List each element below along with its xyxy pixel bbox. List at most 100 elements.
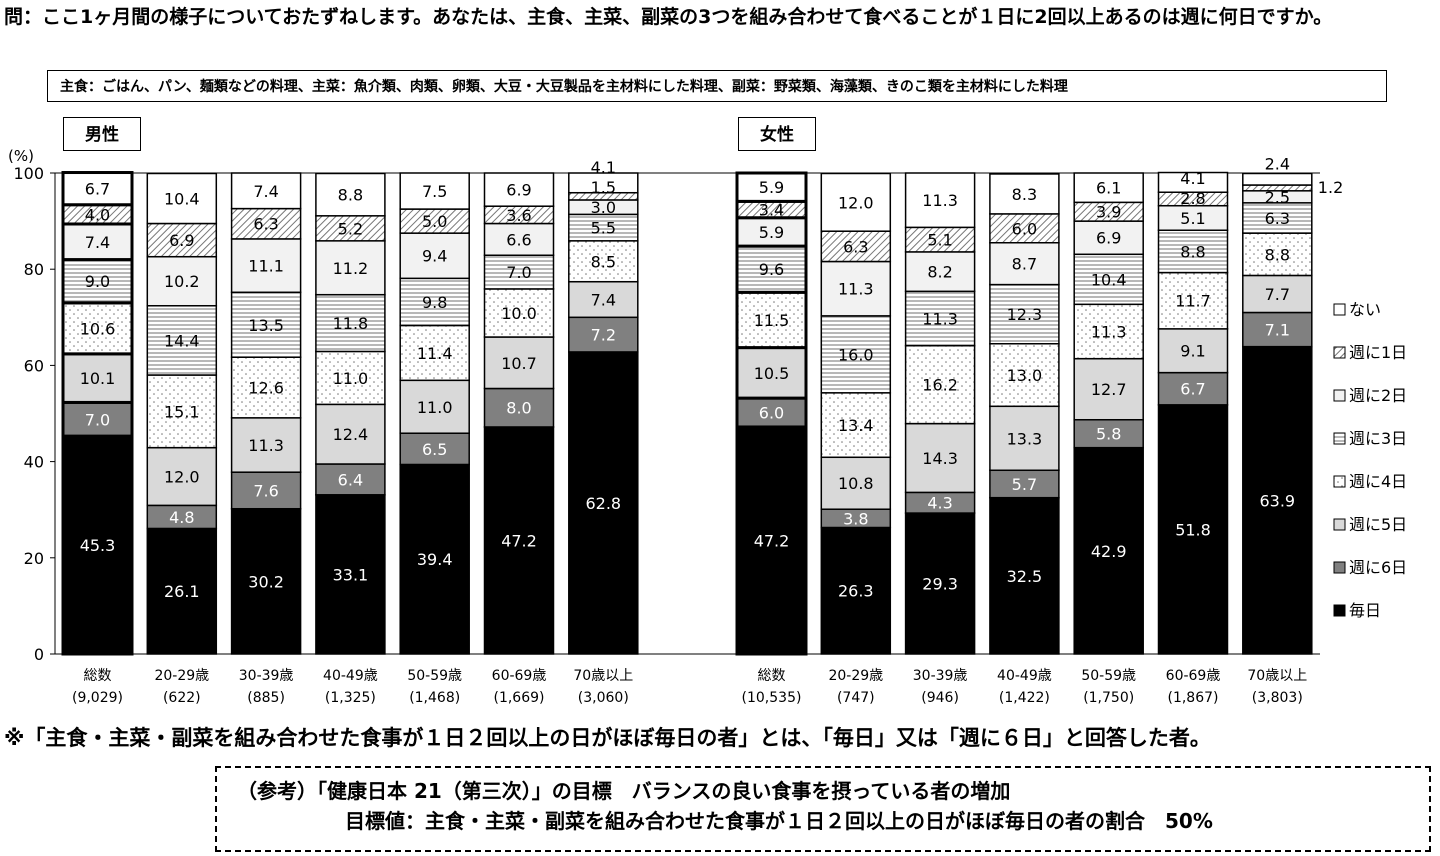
data-label: 8.8 [338, 186, 363, 205]
data-label: 8.7 [1012, 255, 1037, 274]
bar-segment-週に3日 [735, 244, 808, 294]
category-label: 20-29歳 [828, 668, 883, 684]
data-label: 7.4 [253, 182, 278, 201]
data-label: 5.5 [591, 219, 616, 238]
bar-segment-毎日 [1073, 446, 1144, 655]
bar-segment-毎日 [904, 512, 976, 655]
category-n: (10,535) [742, 690, 802, 706]
data-label: 12.3 [1007, 305, 1043, 324]
question-text: 問：ここ1ヶ月間の様子についておたずねします。あなたは、主食、主菜、副菜の3つを… [4, 6, 1333, 28]
data-label: 11.5 [754, 311, 790, 330]
data-label: 7.0 [506, 263, 531, 282]
data-label: 7.4 [591, 291, 616, 310]
legend-label: 週に5日 [1349, 515, 1407, 534]
data-label: 7.2 [591, 326, 616, 345]
data-label: 6.4 [338, 470, 363, 489]
data-label: 10.0 [501, 304, 537, 323]
category-n: (1,468) [409, 690, 460, 706]
data-label: 45.3 [80, 536, 116, 555]
data-label: 13.5 [248, 316, 284, 335]
data-label: 4.1 [1180, 169, 1205, 188]
data-label: 10.5 [754, 364, 790, 383]
data-label: 5.9 [759, 223, 784, 242]
bar-segment-ない [1073, 172, 1144, 204]
bar-segment-ない [399, 172, 470, 210]
data-label: 6.3 [253, 215, 278, 234]
stacked-bar-chart: (%) 0 20 40 60 80 100 45.3 7.0 10.1 10.6 9.0 7.4 4.0 6… [8, 147, 1407, 706]
bar-segment-週に6日 [399, 432, 470, 466]
data-label: 63.9 [1259, 491, 1295, 510]
data-label: 14.4 [164, 331, 200, 350]
data-label: 1.5 [591, 178, 616, 197]
data-label: 7.5 [422, 182, 447, 201]
data-label: 2.8 [1180, 189, 1205, 208]
category-label: 40-49歳 [323, 668, 378, 684]
data-label: 6.1 [1096, 179, 1121, 198]
category-label: 30-39歳 [239, 668, 294, 684]
legend-swatch [1333, 432, 1346, 445]
bar-segment-ない [61, 171, 134, 207]
data-label: 11.2 [333, 259, 369, 278]
data-label: 10.6 [80, 319, 116, 338]
data-label: 4.1 [591, 158, 616, 177]
data-label: 10.8 [838, 474, 874, 493]
bar-segment-週に6日 [1242, 311, 1313, 348]
category-n: (1,669) [493, 690, 544, 706]
data-label: 6.9 [506, 181, 531, 200]
data-label: 5.7 [1012, 475, 1037, 494]
data-label: 6.7 [85, 180, 110, 199]
bar-segment-毎日 [230, 507, 302, 655]
data-label: 3.9 [1096, 203, 1121, 222]
data-label: 13.3 [1007, 429, 1043, 448]
bar-segment-週に6日 [568, 316, 639, 353]
data-label: 29.3 [922, 575, 958, 594]
bar-segment-週に5日 [230, 417, 302, 473]
data-label: 7.0 [85, 410, 110, 429]
data-label: 47.2 [754, 531, 790, 550]
bar-segment-週に3日 [399, 277, 470, 327]
bar-segment-週に4日 [904, 344, 976, 425]
y-axis-unit: (%) [8, 147, 34, 165]
data-label: 13.0 [1007, 366, 1043, 385]
data-label: 12.6 [248, 379, 284, 398]
bar-segment-週に3日 [904, 290, 976, 347]
legend-swatch [1333, 346, 1346, 359]
category-label: 50-59歳 [1081, 668, 1136, 684]
bar-segment-週に3日 [230, 291, 302, 358]
category-n: (622) [163, 690, 201, 706]
data-label: 12.0 [164, 468, 200, 487]
data-label: 2.5 [1265, 188, 1290, 207]
category-label: 30-39歳 [913, 668, 968, 684]
data-label: 62.8 [585, 494, 621, 513]
bar-segment-毎日 [61, 434, 134, 656]
data-label: 12.4 [333, 425, 369, 444]
data-label: 5.8 [1096, 425, 1121, 444]
data-label: 6.0 [759, 404, 784, 423]
data-label: 6.0 [1012, 219, 1037, 238]
data-label: 7.6 [253, 481, 278, 500]
data-label: 42.9 [1091, 542, 1127, 561]
data-label: 11.4 [417, 344, 453, 363]
legend-swatch [1333, 475, 1346, 488]
data-label: 11.3 [922, 191, 958, 210]
bar-segment-週に3日 [568, 213, 639, 242]
bar-segment-週に3日 [1157, 229, 1229, 274]
data-label: 9.1 [1180, 342, 1205, 361]
reference-line-2: 目標値：主食・主菜・副菜を組み合わせた食事が１日２回以上の日がほぼ毎日の者の割合… [345, 809, 1213, 833]
bar-segment-ない [315, 172, 386, 217]
bar-segment-週に3日 [1073, 253, 1144, 306]
legend-label: 週に4日 [1349, 472, 1407, 491]
data-label: 4.3 [927, 494, 952, 513]
legend-label: ない [1349, 300, 1381, 319]
data-label: 5.2 [338, 219, 363, 238]
bar-segment-週に4日 [146, 374, 218, 449]
data-label: 30.2 [248, 572, 284, 591]
bar-segment-週に1日 [315, 215, 386, 242]
data-label: 3.4 [759, 201, 784, 220]
data-label: 12.7 [1091, 380, 1127, 399]
data-label: 11.3 [922, 310, 958, 329]
data-label: 6.7 [1180, 380, 1205, 399]
data-label: 3.6 [506, 206, 531, 225]
bar-segment-週に3日 [146, 305, 218, 376]
bar-segment-週に2日 [315, 240, 386, 296]
